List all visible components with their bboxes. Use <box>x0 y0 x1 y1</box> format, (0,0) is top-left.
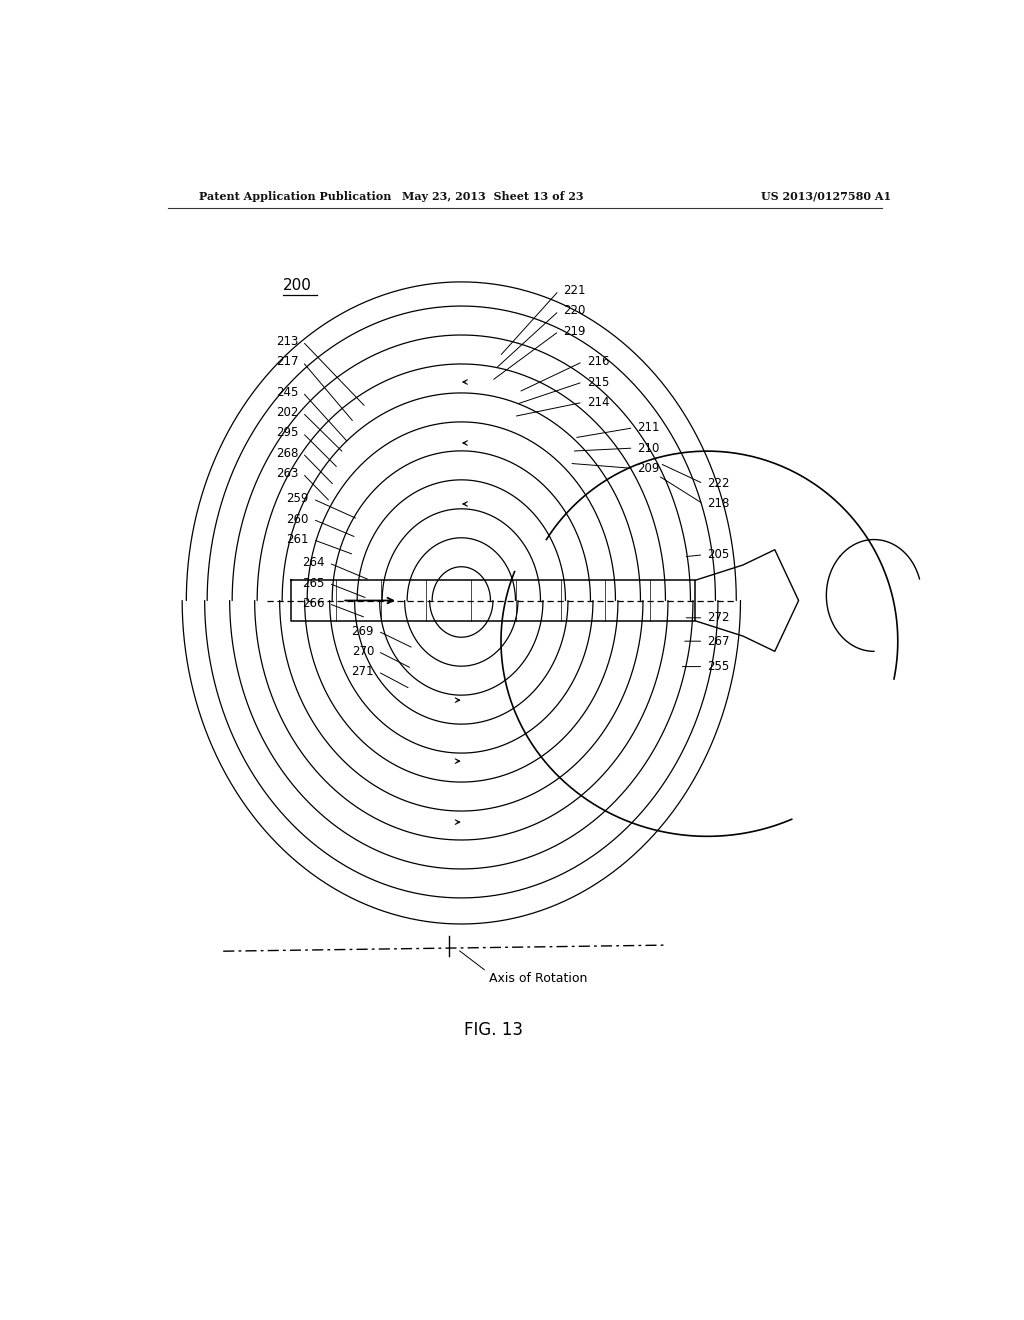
Text: 219: 219 <box>563 325 586 338</box>
Text: 270: 270 <box>351 645 374 657</box>
Text: 245: 245 <box>276 385 299 399</box>
Text: 263: 263 <box>276 467 299 480</box>
Text: May 23, 2013  Sheet 13 of 23: May 23, 2013 Sheet 13 of 23 <box>402 190 584 202</box>
Text: 214: 214 <box>587 396 609 409</box>
Text: 265: 265 <box>302 577 325 590</box>
Text: 211: 211 <box>638 421 660 434</box>
Text: 200: 200 <box>283 277 311 293</box>
Text: Axis of Rotation: Axis of Rotation <box>489 972 588 985</box>
Text: US 2013/0127580 A1: US 2013/0127580 A1 <box>761 190 892 202</box>
Text: 260: 260 <box>287 512 309 525</box>
Text: 218: 218 <box>708 498 730 511</box>
Text: 266: 266 <box>302 597 325 610</box>
Text: 202: 202 <box>276 407 299 418</box>
Text: 216: 216 <box>587 355 609 368</box>
Text: 261: 261 <box>287 533 309 546</box>
Text: FIG. 13: FIG. 13 <box>464 1022 522 1039</box>
Text: 255: 255 <box>708 660 729 673</box>
Text: 222: 222 <box>708 477 730 490</box>
Text: Patent Application Publication: Patent Application Publication <box>200 190 392 202</box>
Text: 269: 269 <box>351 624 374 638</box>
Text: 213: 213 <box>276 335 299 348</box>
Text: 271: 271 <box>351 665 374 678</box>
Text: 205: 205 <box>708 548 729 561</box>
Text: 210: 210 <box>638 442 659 454</box>
Text: 272: 272 <box>708 611 730 624</box>
Text: 221: 221 <box>563 284 586 297</box>
Text: 217: 217 <box>276 355 299 368</box>
Text: 220: 220 <box>563 305 586 317</box>
Text: 295: 295 <box>276 426 299 440</box>
Text: 215: 215 <box>587 375 609 388</box>
Text: 268: 268 <box>276 446 299 459</box>
Text: 209: 209 <box>638 462 659 475</box>
Text: 259: 259 <box>287 492 309 506</box>
Text: 267: 267 <box>708 635 730 648</box>
Text: 264: 264 <box>302 557 325 569</box>
